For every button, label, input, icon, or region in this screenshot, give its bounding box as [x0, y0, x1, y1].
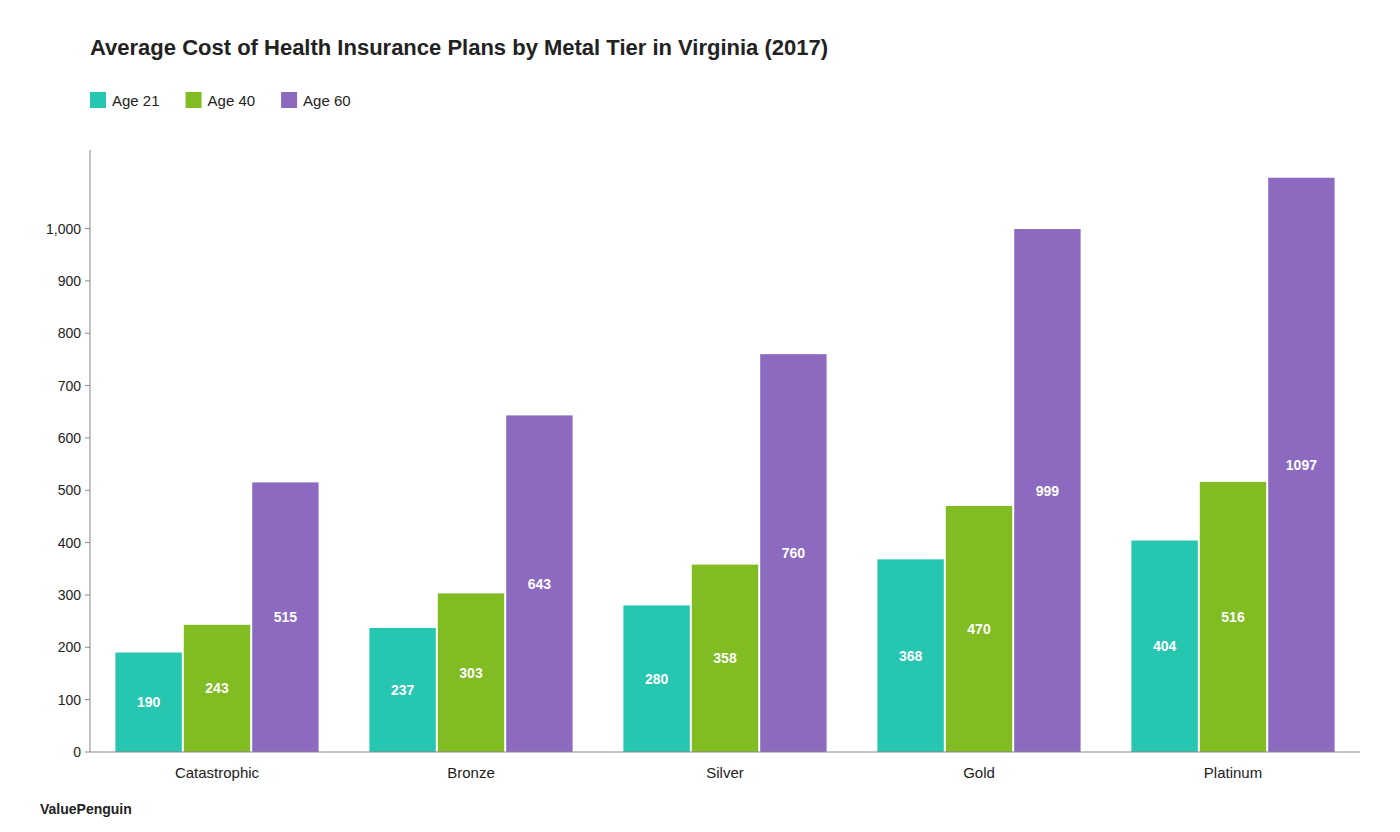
bar: [115, 653, 181, 752]
legend-swatch: [90, 92, 106, 108]
bar: [760, 354, 826, 752]
x-tick-label: Gold: [963, 764, 995, 781]
data-label: 368: [899, 648, 923, 664]
bar: [1131, 541, 1197, 752]
data-label: 358: [713, 650, 737, 666]
bar: [946, 506, 1012, 752]
y-tick: [85, 228, 90, 229]
legend-label: Age 60: [303, 92, 351, 109]
legend-item: Age 60: [281, 92, 351, 109]
y-tick: [85, 752, 90, 753]
data-label: 190: [137, 694, 161, 710]
y-tick: [85, 594, 90, 595]
bar: [252, 482, 318, 752]
bar: [877, 559, 943, 752]
bars: [115, 178, 1334, 752]
y-tick: [85, 280, 90, 281]
bar: [1200, 482, 1266, 752]
y-tick-label: 100: [58, 692, 82, 708]
bar: [1014, 229, 1080, 752]
y-tick-label: 900: [58, 273, 82, 289]
data-labels: 190 237 280 368 404 243 303 358 470 516 515 643 760 9…: [137, 457, 1317, 710]
bar: [623, 605, 689, 752]
x-tick-label: Catastrophic: [175, 764, 260, 781]
bar: [1268, 178, 1334, 752]
y-tick: [85, 490, 90, 491]
data-label: 760: [782, 545, 806, 561]
y-tick: [85, 542, 90, 543]
legend-swatch: [281, 92, 297, 108]
y-tick: [85, 699, 90, 700]
data-label: 303: [459, 665, 483, 681]
data-label: 237: [391, 682, 415, 698]
y-tick-label: 700: [58, 378, 82, 394]
x-tick-label: Bronze: [447, 764, 495, 781]
legend-label: Age 40: [208, 92, 256, 109]
y-axis-line: [90, 150, 91, 752]
chart-container: Average Cost of Health Insurance Plans b…: [0, 0, 1400, 832]
legend: Age 21 Age 40 Age 60: [90, 92, 351, 109]
data-label: 643: [528, 576, 552, 592]
bar: [692, 565, 758, 752]
y-tick-label: 1,000: [46, 221, 81, 237]
x-axis-line: [90, 752, 1360, 753]
y-tick-label: 400: [58, 535, 82, 551]
y-tick-label: 500: [58, 482, 82, 498]
data-label: 280: [645, 671, 669, 687]
legend-swatch: [186, 92, 202, 108]
data-label: 999: [1036, 483, 1060, 499]
chart-svg: Average Cost of Health Insurance Plans b…: [0, 0, 1400, 832]
data-label: 470: [967, 621, 991, 637]
y-tick: [85, 385, 90, 386]
watermark: ValuePenguin: [40, 801, 132, 817]
data-label: 404: [1153, 638, 1177, 654]
data-label: 243: [205, 680, 229, 696]
legend-item: Age 40: [186, 92, 256, 109]
x-tick-label: Silver: [706, 764, 744, 781]
chart-title: Average Cost of Health Insurance Plans b…: [90, 35, 828, 60]
y-tick: [85, 647, 90, 648]
bar: [369, 628, 435, 752]
y-tick-label: 800: [58, 325, 82, 341]
data-label: 516: [1221, 609, 1245, 625]
y-tick-label: 600: [58, 430, 82, 446]
bar: [184, 625, 250, 752]
data-label: 1097: [1286, 457, 1317, 473]
bar: [438, 593, 504, 752]
x-tick-label: Platinum: [1204, 764, 1262, 781]
y-tick: [85, 437, 90, 438]
y-tick-label: 300: [58, 587, 82, 603]
axes: 0 100 200 300 400 500 600 700 800 900 1,000 Catastr…: [46, 150, 1360, 781]
y-tick: [85, 333, 90, 334]
y-tick-label: 200: [58, 639, 82, 655]
data-label: 515: [274, 609, 298, 625]
legend-label: Age 21: [112, 92, 160, 109]
legend-item: Age 21: [90, 92, 160, 109]
bar: [506, 415, 572, 752]
y-tick-label: 0: [73, 744, 81, 760]
